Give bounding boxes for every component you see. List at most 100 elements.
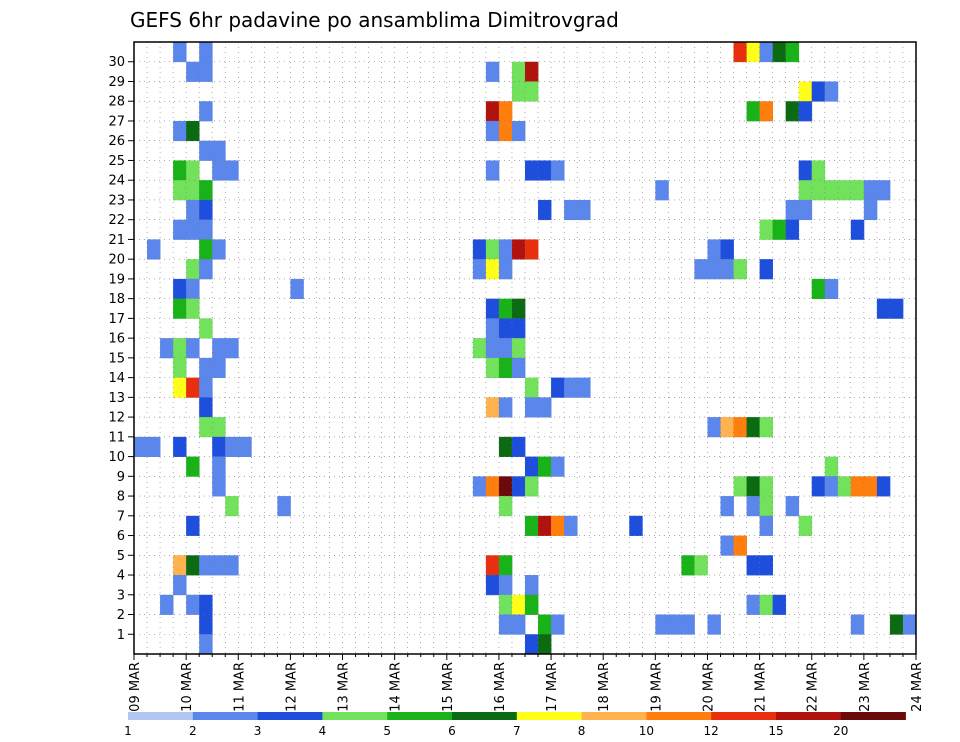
- x-tick-label: 10 MAR: [180, 662, 195, 712]
- heatmap-cell: [733, 42, 747, 63]
- heatmap-cell: [199, 357, 213, 379]
- heatmap-cell: [186, 259, 200, 280]
- y-tick-label: 2: [117, 608, 125, 623]
- heatmap-cell: [538, 397, 552, 418]
- heatmap-cell: [186, 298, 200, 319]
- heatmap-cell: [759, 476, 774, 497]
- heatmap-cell: [199, 397, 213, 418]
- heatmap-cell: [798, 199, 813, 221]
- y-tick-label: 14: [108, 371, 125, 386]
- heatmap-cell: [186, 338, 200, 359]
- heatmap-cell: [485, 555, 500, 576]
- y-tick-label: 18: [108, 292, 125, 307]
- grid-lines: [134, 42, 916, 654]
- heatmap-cell: [759, 417, 774, 438]
- heatmap-cell: [212, 476, 226, 497]
- legend-swatch: [452, 712, 518, 720]
- legend-swatch: [192, 712, 258, 720]
- heatmap-cell: [720, 239, 734, 260]
- x-tick-label: 22 MAR: [806, 662, 821, 712]
- heatmap-cell: [720, 496, 734, 517]
- heatmap-cell: [538, 515, 552, 536]
- legend-swatch: [581, 712, 647, 720]
- heatmap-cell: [759, 594, 774, 615]
- y-tick-label: 16: [108, 332, 125, 347]
- heatmap-cell: [212, 338, 226, 359]
- chart-title: GEFS 6hr padavine po ansamblima Dimitrov…: [130, 8, 619, 32]
- legend-label: 5: [383, 724, 391, 738]
- heatmap-cell: [485, 357, 500, 379]
- heatmap-cell: [498, 575, 513, 596]
- heatmap-cell: [889, 298, 904, 319]
- heatmap-cell: [199, 239, 213, 260]
- heatmap-cell: [785, 101, 800, 122]
- heatmap-cell: [759, 555, 774, 576]
- heatmap-cell: [785, 496, 800, 517]
- heatmap-cell: [212, 417, 226, 438]
- heatmap-cell: [889, 614, 904, 635]
- heatmap-cell: [511, 298, 526, 319]
- legend-swatch: [322, 712, 388, 720]
- legend-label: 3: [254, 724, 262, 738]
- heatmap-cell: [199, 417, 213, 438]
- heatmap-cell: [538, 199, 552, 221]
- heatmap-cell: [759, 496, 774, 517]
- y-tick-label: 5: [117, 549, 125, 564]
- heatmap-cell: [498, 397, 513, 418]
- heatmap-cell: [173, 377, 187, 398]
- heatmap-cell: [199, 594, 213, 615]
- heatmap-cell: [759, 101, 774, 122]
- heatmap-cell: [850, 476, 865, 497]
- heatmap-cell: [485, 101, 500, 122]
- legend-label: 4: [319, 724, 327, 738]
- heatmap-cell: [472, 259, 487, 280]
- heatmap-cell: [186, 219, 200, 240]
- heatmap-cell: [186, 555, 200, 576]
- heatmap-cell: [551, 456, 565, 477]
- heatmap-cell: [472, 338, 487, 359]
- heatmap-cell: [850, 180, 865, 201]
- heatmap-cell: [160, 338, 174, 359]
- heatmap-cell: [498, 101, 513, 122]
- heatmap-cell: [525, 61, 539, 82]
- heatmap-cell: [629, 515, 643, 536]
- heatmap-cell: [485, 160, 500, 181]
- heatmap-cell: [212, 456, 226, 477]
- heatmap-cell: [186, 456, 200, 477]
- heatmap-cell: [511, 436, 526, 457]
- heatmap-cell: [173, 555, 187, 576]
- x-tick-label: 24 MAR: [910, 662, 925, 712]
- heatmap-cell: [564, 377, 578, 398]
- heatmap-cell: [876, 298, 891, 319]
- heatmap-cell: [824, 278, 839, 300]
- heatmap-cell: [811, 81, 826, 102]
- heatmap-cell: [498, 298, 513, 319]
- legend-label: 15: [768, 724, 783, 738]
- heatmap-cell: [772, 219, 787, 240]
- heatmap-cell: [525, 239, 539, 260]
- heatmap-cell: [225, 555, 239, 576]
- heatmap-cell: [707, 614, 721, 635]
- legend-label: 1: [124, 724, 132, 738]
- heatmap-cell: [212, 140, 226, 161]
- y-tick-label: 26: [108, 134, 125, 149]
- heatmap-cell: [485, 575, 500, 596]
- heatmap-cell: [837, 476, 852, 497]
- heatmap-cell: [811, 278, 826, 300]
- heatmap-cell: [785, 42, 800, 63]
- heatmap-cell: [733, 476, 747, 497]
- heatmap-cell: [876, 476, 891, 497]
- y-tick-label: 11: [108, 430, 125, 445]
- y-tick-label: 6: [117, 529, 125, 544]
- heatmap-cell: [498, 436, 513, 457]
- heatmap-cell: [212, 160, 226, 181]
- heatmap-cell: [173, 436, 187, 457]
- heatmap-cell: [511, 476, 526, 497]
- heatmap-cell: [811, 476, 826, 497]
- y-tick-label: 8: [117, 490, 125, 505]
- heatmap-cell: [199, 219, 213, 240]
- heatmap-cell: [511, 614, 526, 635]
- heatmap-cell: [863, 476, 878, 497]
- heatmap-cell: [798, 160, 813, 181]
- heatmap-cell: [746, 417, 760, 438]
